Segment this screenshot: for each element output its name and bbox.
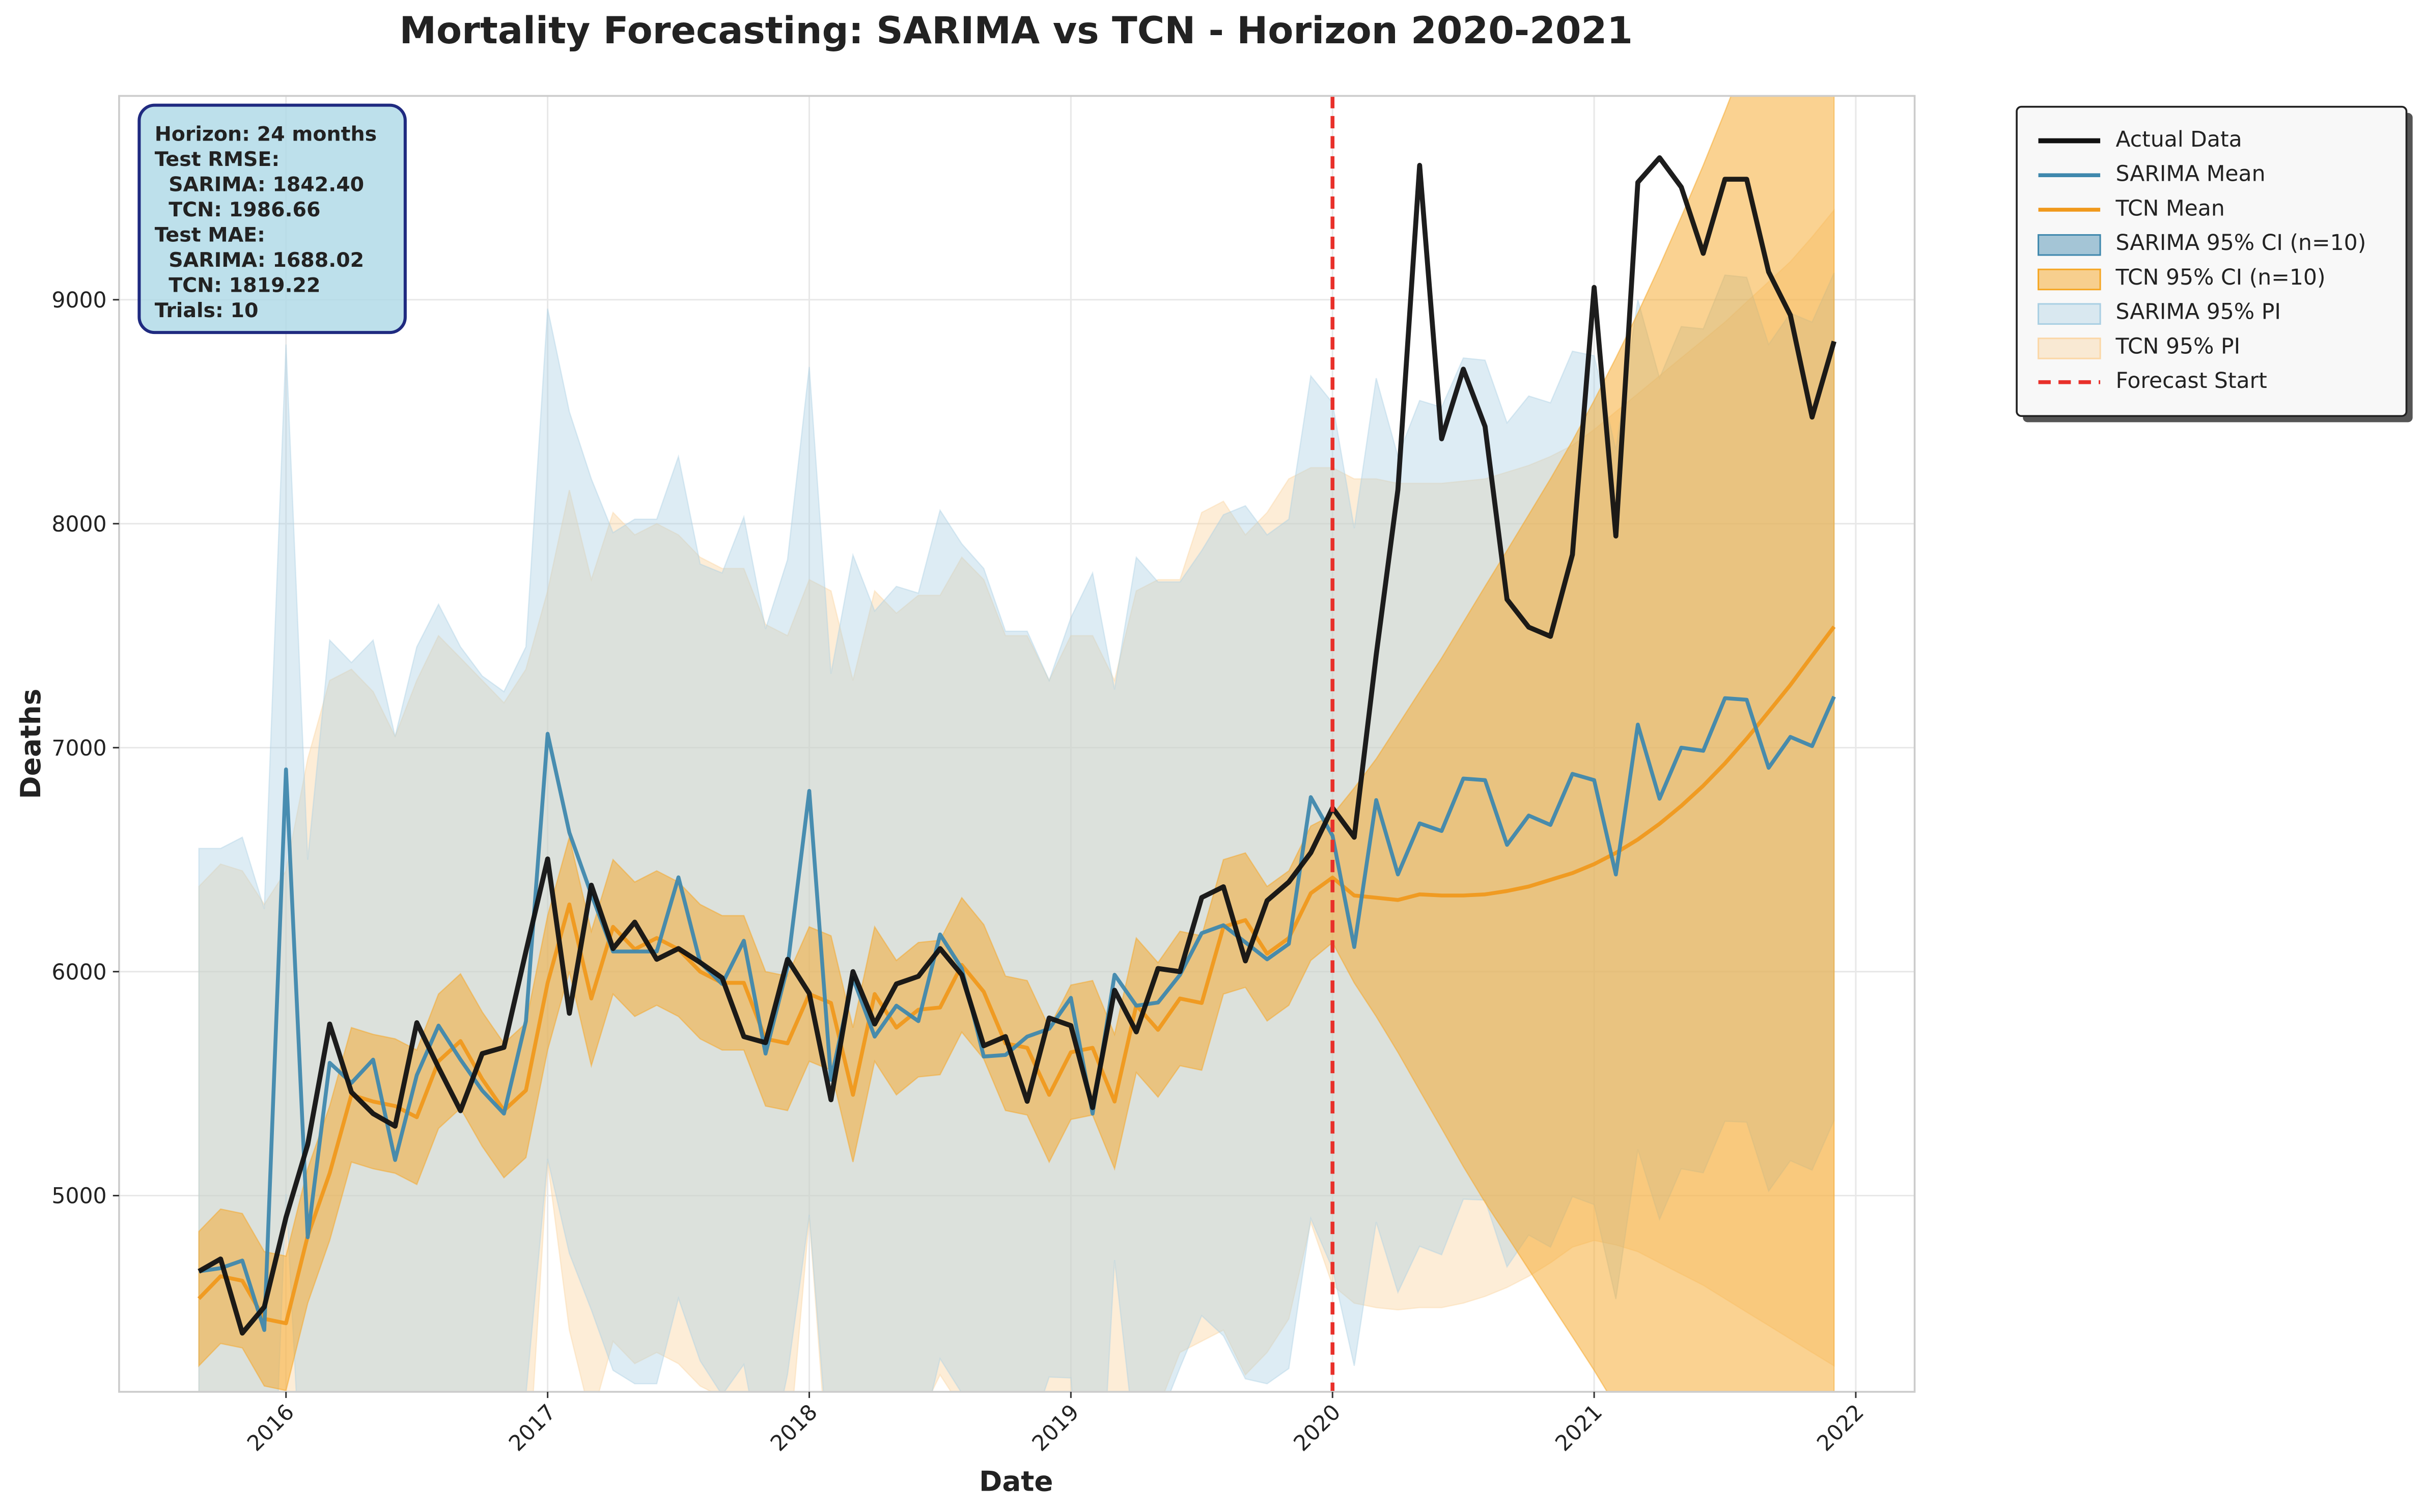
chart-title: Mortality Forecasting: SARIMA vs TCN - H… <box>399 9 1633 52</box>
info-text: SARIMA: 1688.02 <box>155 248 364 272</box>
legend-swatch <box>2038 303 2101 325</box>
y-tick-label: 9000 <box>51 288 106 313</box>
y-axis-label: Deaths <box>14 689 47 799</box>
legend-swatch <box>2038 338 2101 359</box>
info-text: Test RMSE: <box>155 148 280 171</box>
legend-label: TCN 95% PI <box>2115 334 2240 359</box>
legend-label: SARIMA Mean <box>2115 162 2265 187</box>
info-text: Horizon: 24 months <box>155 122 377 146</box>
y-tick-label: 7000 <box>51 736 106 761</box>
info-text: Test MAE: <box>155 223 265 247</box>
info-text: TCN: 1986.66 <box>155 198 321 221</box>
info-box-frame <box>137 103 407 334</box>
y-tick-label: 6000 <box>51 960 106 985</box>
band <box>198 96 1835 1392</box>
y-tick-label: 5000 <box>51 1184 106 1209</box>
series-line <box>198 155 1836 1336</box>
y-tick-label: 8000 <box>51 512 106 537</box>
info-text: Trials: 10 <box>155 299 259 322</box>
legend-frame <box>2016 105 2408 417</box>
plot-area <box>197 96 1836 1392</box>
info-text: SARIMA: 1842.40 <box>155 173 364 197</box>
legend-label: SARIMA 95% PI <box>2115 300 2280 325</box>
legend-label: Forecast Start <box>2115 369 2267 394</box>
legend-label: TCN Mean <box>2115 196 2224 221</box>
series-line <box>199 695 1836 1332</box>
x-axis-label: Date <box>979 1465 1053 1497</box>
legend-label: TCN 95% CI (n=10) <box>2115 265 2325 290</box>
legend-label: SARIMA 95% CI (n=10) <box>2115 231 2366 256</box>
legend-swatch <box>2038 234 2101 256</box>
legend: Actual Data SARIMA Mean TCN Mean SARIMA 95%… <box>2016 105 2413 423</box>
legend-label: Actual Data <box>2115 127 2242 152</box>
legend-swatch <box>2038 268 2101 291</box>
plot-frame <box>118 95 1916 1393</box>
info-text: TCN: 1819.22 <box>155 274 321 297</box>
